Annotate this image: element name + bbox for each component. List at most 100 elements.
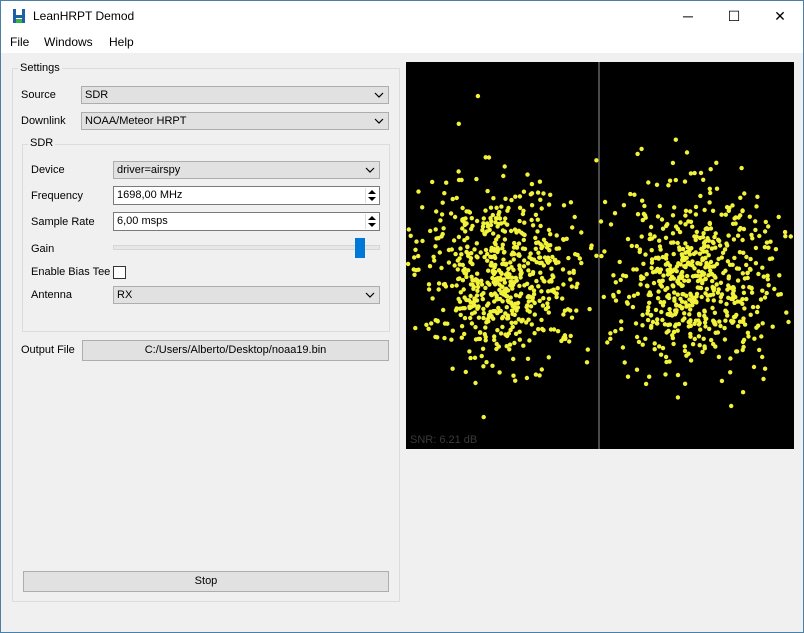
constellation-point [658, 352, 664, 357]
constellation-point [448, 211, 454, 216]
constellation-point [508, 228, 514, 234]
constellation-point [697, 343, 702, 348]
constellation-point [765, 277, 770, 282]
constellation-point [605, 340, 610, 345]
constellation-point [714, 186, 720, 191]
constellation-point [705, 263, 710, 269]
constellation-point [660, 317, 665, 323]
constellation-point [757, 233, 762, 239]
constellation-point [732, 300, 737, 306]
close-button[interactable]: ✕ [757, 1, 803, 31]
samplerate-stepper[interactable] [365, 214, 378, 229]
spin-up-icon[interactable] [368, 216, 376, 220]
constellation-point [698, 170, 704, 176]
constellation-point [460, 226, 465, 231]
spin-up-icon[interactable] [368, 190, 376, 194]
constellation-point [475, 288, 480, 293]
spin-down-icon[interactable] [368, 197, 376, 201]
bias-tee-checkbox[interactable] [113, 266, 126, 279]
frequency-label: Frequency [31, 190, 83, 202]
constellation-point [717, 243, 723, 248]
constellation-point [541, 263, 546, 268]
constellation-point [730, 262, 735, 267]
constellation-point [459, 335, 464, 340]
constellation-point [739, 165, 744, 171]
constellation-point [444, 180, 449, 185]
constellation-point [561, 203, 567, 208]
constellation-point [680, 253, 685, 259]
constellation-point [646, 180, 651, 185]
constellation-point [725, 259, 731, 264]
constellation-point [530, 223, 536, 228]
menu-help[interactable]: Help [109, 35, 134, 49]
constellation-point [461, 268, 466, 273]
constellation-point [452, 263, 457, 268]
constellation-point [659, 217, 665, 222]
minimize-button[interactable]: ─ [665, 1, 711, 31]
constellation-point [649, 260, 655, 265]
constellation-point [468, 355, 473, 361]
constellation-point [665, 268, 670, 273]
constellation-point [427, 264, 433, 269]
constellation-point [464, 297, 469, 303]
constellation-point [623, 274, 629, 279]
antenna-select[interactable]: RX [113, 286, 380, 304]
constellation-point [517, 205, 523, 210]
constellation-point [500, 242, 505, 247]
constellation-point [687, 312, 692, 317]
constellation-point [692, 297, 697, 302]
constellation-point [463, 229, 468, 234]
device-select[interactable]: driver=airspy [113, 161, 380, 179]
maximize-button[interactable]: ☐ [711, 1, 757, 31]
output-file-button[interactable]: C:/Users/Alberto/Desktop/noaa19.bin [82, 340, 389, 361]
constellation-point [470, 303, 476, 309]
constellation-point [740, 237, 745, 243]
constellation-point [528, 286, 533, 291]
constellation-point [635, 151, 640, 157]
constellation-point [449, 247, 454, 252]
constellation-point [501, 250, 507, 255]
constellation-point [459, 177, 464, 183]
constellation-point [705, 244, 711, 249]
source-select[interactable]: SDR [81, 86, 389, 104]
constellation-point [703, 276, 708, 281]
gain-slider-track[interactable] [113, 245, 380, 250]
constellation-point [474, 241, 479, 246]
frequency-stepper[interactable] [365, 188, 378, 203]
constellation-point [525, 356, 531, 361]
constellation-point [671, 329, 677, 335]
constellation-point [492, 299, 497, 304]
constellation-point [659, 309, 664, 315]
constellation-point [497, 287, 502, 293]
constellation-point [608, 336, 613, 341]
menu-windows[interactable]: Windows [44, 35, 93, 49]
gain-slider-handle[interactable] [355, 238, 366, 258]
constellation-point [505, 316, 510, 321]
constellation-point [511, 356, 516, 362]
downlink-select[interactable]: NOAA/Meteor HRPT [81, 112, 389, 130]
constellation-point [492, 291, 498, 296]
stop-button[interactable]: Stop [23, 571, 389, 592]
frequency-spinbox[interactable]: 1698,00 MHz [113, 186, 380, 205]
constellation-point [657, 238, 662, 243]
samplerate-spinbox[interactable]: 6,00 msps [113, 212, 380, 231]
constellation-point [546, 202, 552, 207]
constellation-point [461, 287, 466, 292]
constellation-point [651, 280, 657, 286]
constellation-point [508, 300, 514, 305]
constellation-point [474, 298, 480, 303]
title-bar[interactable]: LeanHRPT Demod ─ ☐ ✕ [1, 1, 803, 31]
constellation-point [474, 218, 480, 224]
constellation-point [701, 231, 706, 236]
spin-down-icon[interactable] [368, 223, 376, 227]
constellation-point [751, 364, 757, 370]
constellation-point [454, 195, 459, 201]
constellation-point [490, 268, 496, 273]
constellation-point [690, 274, 696, 279]
constellation-point [740, 347, 745, 353]
constellation-point [694, 234, 699, 239]
constellation-point [488, 309, 493, 314]
menu-file[interactable]: File [10, 35, 30, 49]
constellation-point [602, 249, 607, 254]
constellation-point [635, 212, 641, 217]
